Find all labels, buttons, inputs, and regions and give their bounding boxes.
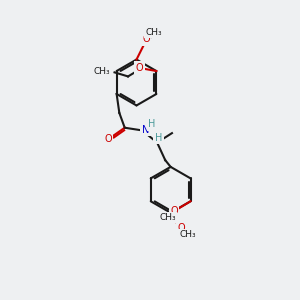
Text: O: O: [142, 34, 150, 44]
Text: O: O: [170, 206, 178, 216]
Text: CH₃: CH₃: [159, 213, 176, 222]
Text: CH₃: CH₃: [146, 28, 162, 37]
Text: H: H: [148, 119, 155, 130]
Text: O: O: [136, 63, 143, 73]
Text: O: O: [178, 223, 185, 232]
Text: CH₃: CH₃: [180, 230, 196, 239]
Text: H: H: [155, 133, 162, 143]
Text: N: N: [142, 125, 149, 135]
Text: O: O: [104, 134, 112, 143]
Text: CH₃: CH₃: [94, 67, 110, 76]
